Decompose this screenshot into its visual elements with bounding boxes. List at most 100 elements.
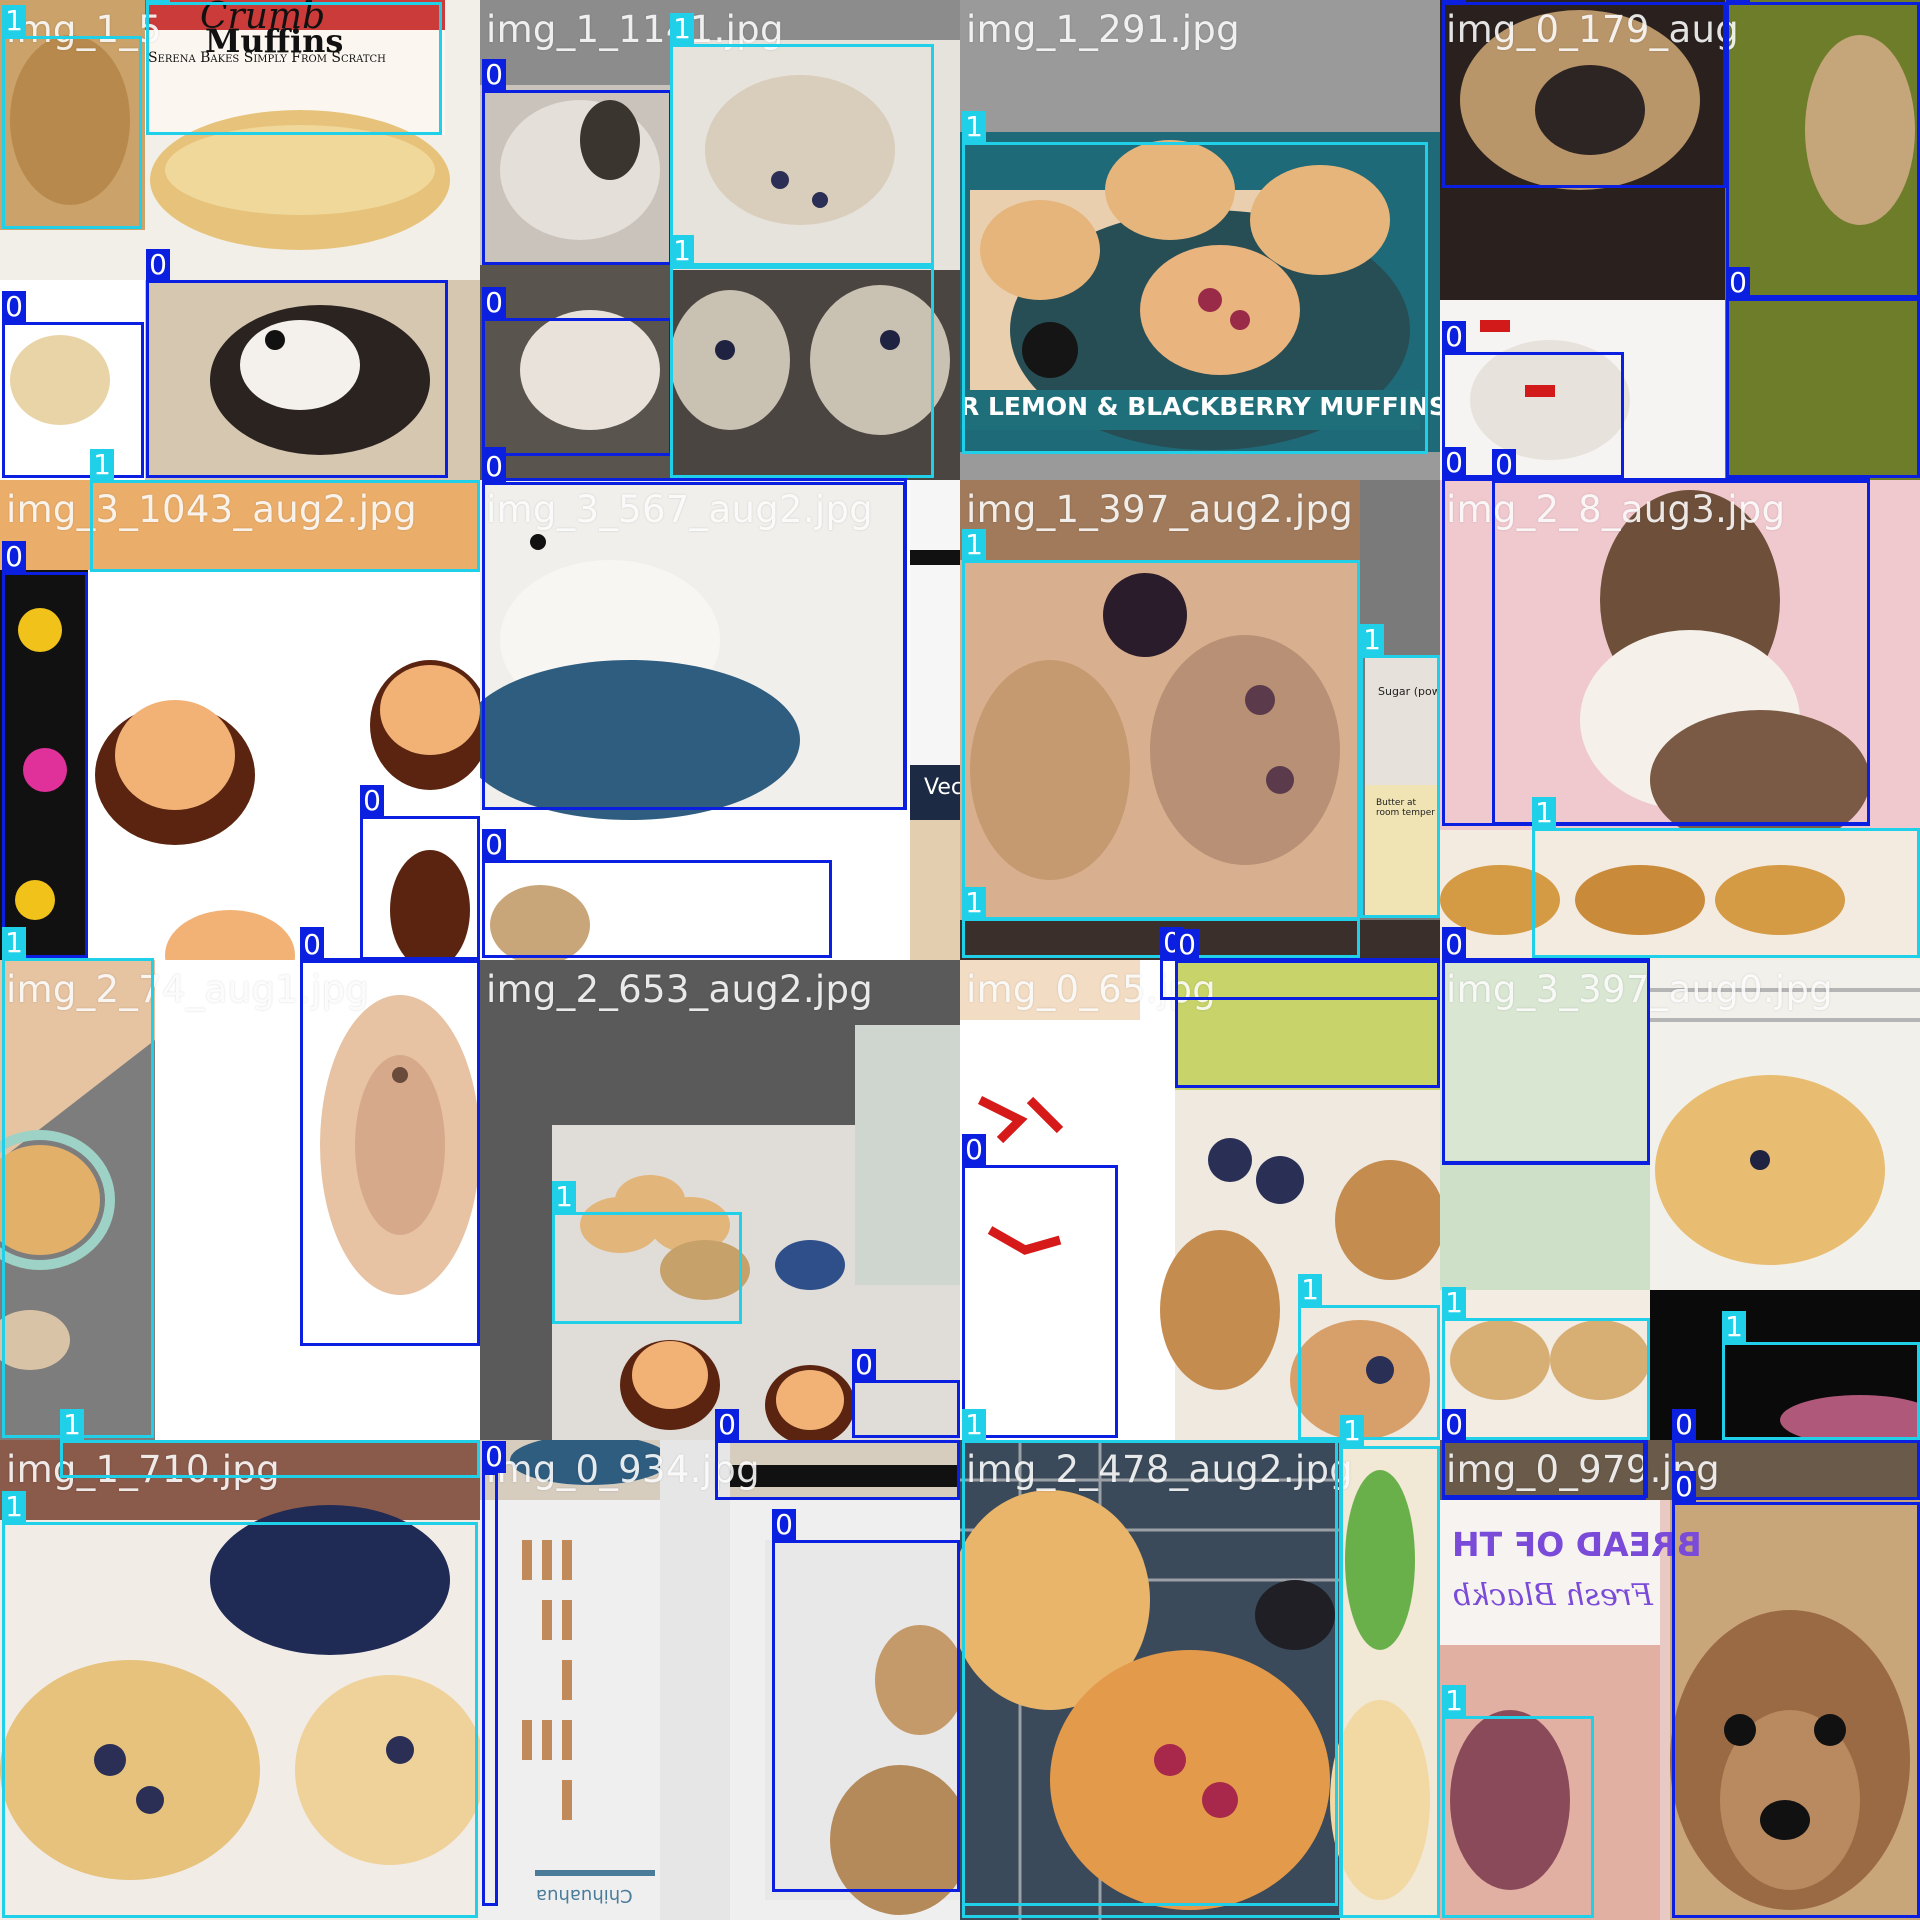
tile-filename: img_1_5 (6, 8, 162, 51)
lemon-banner: R LEMON & BLACKBERRY MUFFINS (960, 392, 1440, 421)
class-label: 0 (482, 1441, 506, 1473)
detection-box: 1 (962, 529, 1360, 920)
class-label: 0 (300, 929, 324, 961)
tile-filename: img_1_1141.jpg (486, 8, 784, 51)
detection-box: 0 (300, 929, 480, 1346)
detection-box: 1 (670, 235, 934, 478)
class-label: 0 (482, 451, 506, 483)
class-label: 0 (360, 785, 384, 817)
class-label: 1 (962, 529, 986, 561)
tile-image (480, 960, 960, 1440)
class-label: 1 (146, 0, 170, 3)
tile-cartoon-dogs: img_3_1043_aug2.jpg (0, 480, 480, 960)
class-label: 1 (962, 111, 986, 143)
detection-box: 0 (482, 59, 672, 265)
tile-bread-chihuahua: BREAD OF TH Fresh Blackb img_0_979.jpg (1440, 1440, 1920, 1920)
class-label: 1 (1442, 1287, 1466, 1319)
detection-box: 0 (360, 785, 480, 960)
class-label: 0 (772, 1509, 796, 1541)
class-label: 0 (2, 291, 26, 323)
tile-filename: img_1_291.jpg (966, 8, 1240, 51)
tile-image (480, 1440, 960, 1920)
detection-box: 0 (482, 287, 672, 456)
class-label: 0 (2, 541, 26, 573)
detection-box: 0 (1442, 0, 1726, 188)
tile-lemon-muffins: R LEMON & BLACKBERRY MUFFINS img_1_291.j… (960, 0, 1440, 480)
detection-box: 1 (962, 1409, 1338, 1906)
class-label: 0 (482, 829, 506, 861)
detection-box: 0 (482, 451, 906, 810)
tile-filename: img_2_8_aug3.jpg (1446, 488, 1786, 531)
class-label: 0 (1672, 1471, 1696, 1503)
class-label: 1 (2, 1491, 26, 1523)
class-label: 1 (1340, 1415, 1364, 1447)
detection-box: 0 (962, 1134, 1118, 1438)
tile-image (480, 480, 960, 960)
class-label: 0 (1442, 929, 1466, 961)
detection-box: 1 (2, 1491, 478, 1918)
tile-image (0, 480, 480, 960)
tile-pink-chihuahua: img_2_8_aug3.jpg (1440, 480, 1920, 960)
tile-raspberry-muffins: img_2_478_aug2.jpg (960, 1440, 1440, 1920)
tile-filename: img_1_710.jpg (6, 1448, 280, 1491)
crumb-title: Crumb (200, 0, 326, 37)
sugar-label: Sugar (powd (1378, 685, 1440, 698)
class-label: 0 (482, 287, 506, 319)
detection-box: 1 (1532, 797, 1920, 958)
class-label: 1 (1298, 1274, 1322, 1306)
detection-box: 0 (482, 1441, 506, 1906)
tile-size-chart: Chihuahua img_0_934.jpg (480, 1440, 960, 1920)
detection-box: 0 (1726, 267, 1920, 478)
detection-box: 1 (1442, 1287, 1650, 1440)
tile-image (0, 960, 480, 1440)
tile-filename: img_2_478_aug2.jpg (966, 1448, 1354, 1491)
class-label: 1 (60, 1409, 84, 1441)
detection-box: 1 (670, 13, 934, 266)
class-label: 1 (552, 1181, 576, 1213)
class-label: 0 (1672, 1409, 1696, 1441)
class-label: 1 (1360, 624, 1384, 656)
tile-image (480, 0, 960, 480)
class-label: 1 (1442, 1685, 1466, 1717)
class-label: 0 (146, 249, 170, 281)
tile-image (0, 1440, 480, 1920)
tile-filename: img_0_934.jpg (486, 1448, 760, 1491)
detection-box: 0 (772, 1509, 960, 1892)
tile-counter-muffins: img_2_653_aug2.jpg (480, 960, 960, 1440)
class-label: 0 (1726, 267, 1750, 299)
class-label: 1 (962, 887, 986, 919)
class-label: 1 (90, 449, 114, 481)
tile-muffins-blurred-dog: img_2_74_aug1.jpg (0, 960, 480, 1440)
tile-image (1440, 480, 1920, 960)
class-label: 0 (962, 1134, 986, 1166)
detection-box: 1 (1442, 1685, 1594, 1918)
detection-box: 0 (1442, 321, 1624, 478)
detection-box: 0 (2, 541, 88, 958)
detection-box: 0 (852, 1349, 960, 1438)
detection-box: 1 (962, 111, 1428, 454)
class-label: 1 (2, 5, 26, 37)
class-label: 0 (1442, 0, 1466, 3)
detection-box: 1 (2, 5, 142, 229)
class-label: 0 (1492, 449, 1516, 481)
class-label: 1 (962, 1409, 986, 1441)
detection-box: 0 (1726, 0, 1920, 298)
class-label: 0 (1442, 321, 1466, 353)
detection-box: 0 (1175, 929, 1440, 1088)
detection-box: 0 (1492, 449, 1870, 825)
class-label: 0 (852, 1349, 876, 1381)
class-label: 1 (1722, 1311, 1746, 1343)
tile-filename: img_3_397_aug0.jpg (1446, 968, 1834, 1011)
detection-box: 1 (90, 449, 480, 572)
class-label: 0 (1442, 447, 1466, 479)
class-label: 0 (1175, 929, 1199, 961)
class-label: 1 (1532, 797, 1556, 829)
detection-box: 1 (1298, 1274, 1440, 1440)
detection-box: 0 (1442, 929, 1650, 1165)
tile-white-puppy: Vec img_3_567_aug2.jpg (480, 480, 960, 960)
detection-box: 1 (1360, 624, 1440, 918)
tile-filename: img_0_179_aug (1446, 8, 1739, 51)
class-label: 1 (670, 235, 694, 267)
tile-image (960, 1440, 1440, 1920)
crumb-tagline: Serena Bakes Simply From Scratch (148, 50, 386, 66)
